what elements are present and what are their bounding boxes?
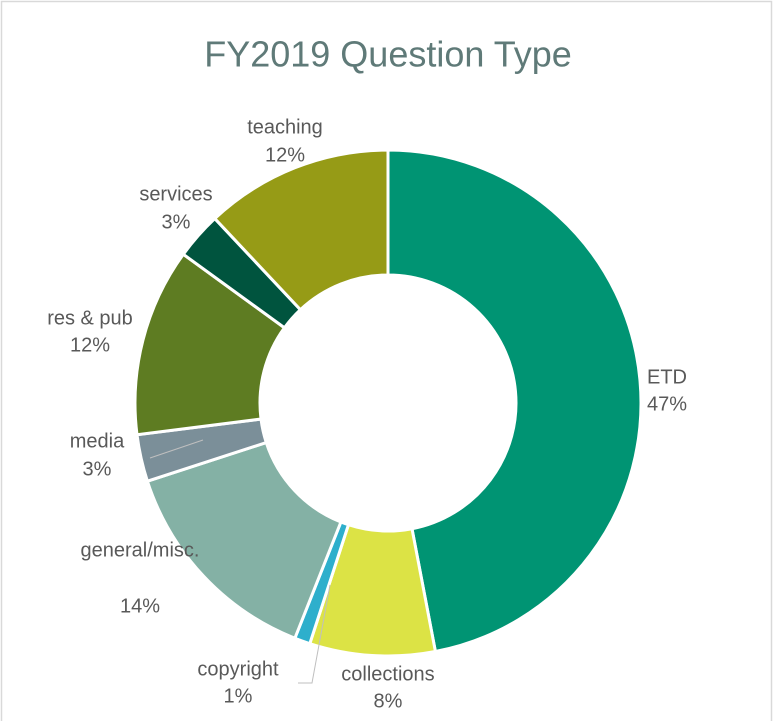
donut-slice <box>212 148 390 312</box>
chart-title: FY2019 Question Type <box>204 34 572 75</box>
data-label-name: res & pub <box>47 307 133 329</box>
donut-slice <box>386 148 643 654</box>
data-label-name: collections <box>341 663 434 685</box>
data-label-value: 12% <box>70 334 110 356</box>
data-label-value: 3% <box>83 458 112 480</box>
data-label-name: teaching <box>247 116 323 138</box>
data-label-value: 8% <box>374 690 403 712</box>
data-label-name: copyright <box>197 658 279 680</box>
data-label-value: 12% <box>265 144 305 166</box>
data-label-value: 14% <box>120 595 160 617</box>
data-label-name: ETD <box>647 366 687 388</box>
leader-line <box>298 584 331 684</box>
data-label-name: media <box>70 430 125 452</box>
data-label-name: services <box>139 183 212 205</box>
donut-slice <box>145 440 343 641</box>
data-label-value: 3% <box>162 211 191 233</box>
leader-line <box>149 439 204 459</box>
data-label-value: 1% <box>224 685 253 707</box>
data-label-value: 47% <box>647 393 687 415</box>
data-label-name: general/misc. <box>81 539 200 561</box>
